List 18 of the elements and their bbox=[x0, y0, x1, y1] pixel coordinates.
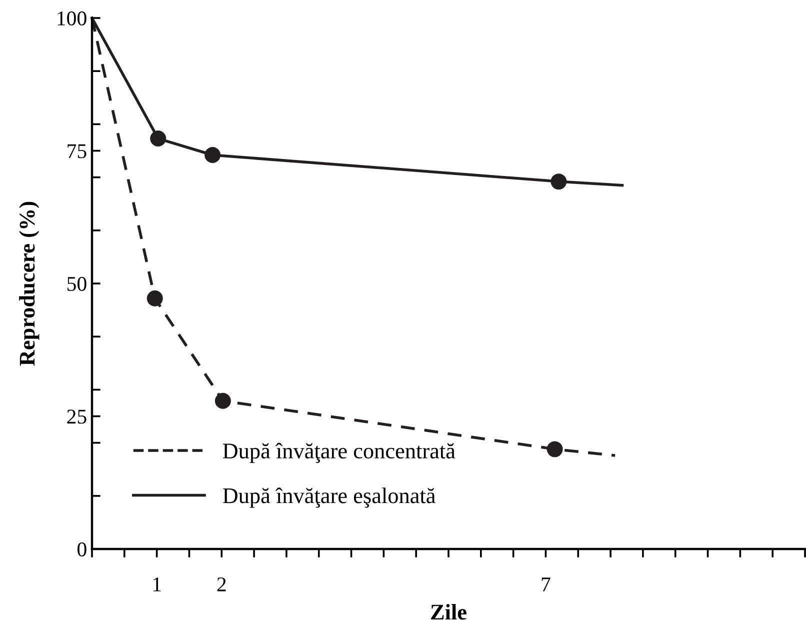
x-axis-title: Zile bbox=[431, 604, 466, 620]
point bbox=[150, 130, 166, 147]
point bbox=[546, 441, 563, 458]
point bbox=[204, 147, 221, 163]
x-tick-label: 2 bbox=[217, 577, 226, 592]
point bbox=[550, 174, 567, 190]
point bbox=[146, 290, 163, 306]
point bbox=[214, 392, 231, 409]
y-tick-label: 75 bbox=[68, 144, 86, 158]
x-tick-label: 7 bbox=[542, 578, 550, 592]
y-axis-title: Reproducere (%) bbox=[19, 202, 40, 366]
y-tick-label: 100 bbox=[58, 11, 86, 26]
legend-label: După învăţare eşalonată bbox=[222, 488, 436, 508]
x-tick-label: 1 bbox=[153, 577, 161, 592]
y-tick-label: 25 bbox=[67, 410, 86, 424]
y-tick-label: 50 bbox=[68, 276, 86, 291]
y-tick-label: 0 bbox=[78, 542, 86, 556]
legend-label: După învăţare concentrată bbox=[222, 442, 456, 464]
